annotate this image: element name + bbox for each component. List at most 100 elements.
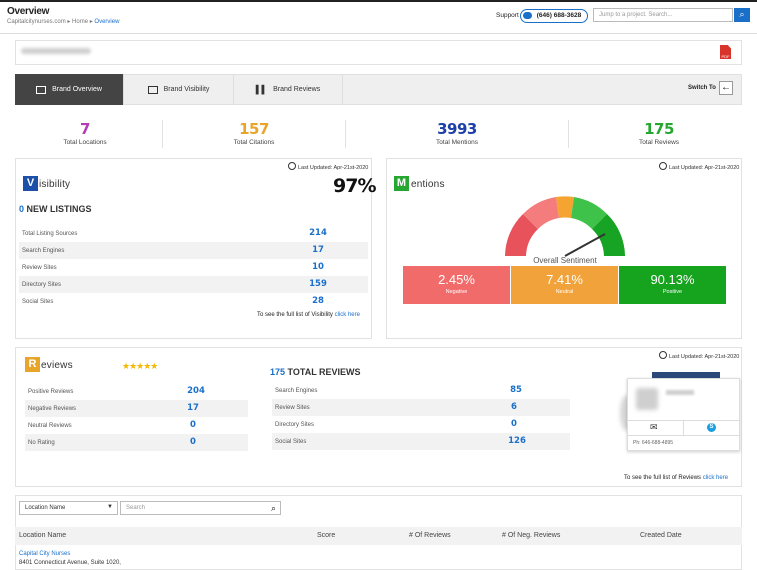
column-header-neg-reviews[interactable]: # Of Neg. Reviews bbox=[502, 532, 561, 539]
visibility-title: isibility bbox=[39, 179, 71, 190]
sentiment-label: Positive bbox=[662, 289, 683, 295]
stat-value: 175 bbox=[644, 120, 674, 138]
tab-label: Brand Overview bbox=[52, 86, 102, 93]
sentiment-percent: 2.45% bbox=[438, 272, 475, 287]
visibility-value[interactable]: 214 bbox=[309, 228, 327, 238]
location-address: 8401 Connecticut Avenue, Suite 1020, bbox=[19, 560, 121, 566]
divider bbox=[345, 120, 346, 148]
reviews-value[interactable]: 17 bbox=[187, 403, 199, 413]
list-item: Search Engines bbox=[19, 242, 368, 259]
sentiment-neutral: 7.41% Neutral bbox=[511, 266, 618, 304]
reviews-value[interactable]: 204 bbox=[187, 386, 205, 396]
reviews-source-value[interactable]: 85 bbox=[510, 385, 522, 395]
stat-total-mentions: 3993 Total Mentions bbox=[382, 120, 532, 146]
total-reviews-heading: 175 TOTAL REVIEWS bbox=[270, 367, 361, 377]
location-filter-select[interactable]: Location Name ▼ bbox=[19, 501, 118, 515]
sentiment-percent: 7.41% bbox=[546, 272, 583, 287]
reviews-source-value[interactable]: 126 bbox=[508, 436, 526, 446]
skype-icon[interactable]: S bbox=[707, 423, 716, 432]
search-icon: ⌕ bbox=[739, 9, 745, 19]
list-item: Neutral Reviews bbox=[28, 422, 72, 429]
tab-brand-reviews[interactable]: ▌▌ Brand Reviews bbox=[234, 74, 343, 105]
location-name-link[interactable]: Capital City Nurses bbox=[19, 551, 71, 557]
monitor-icon bbox=[36, 85, 47, 94]
column-header-created-date[interactable]: Created Date bbox=[640, 532, 682, 539]
visibility-percent: 97% bbox=[333, 175, 376, 197]
account-bar bbox=[15, 40, 742, 65]
search-button[interactable]: ⌕ bbox=[734, 8, 750, 22]
list-item: Negative Reviews bbox=[25, 400, 248, 417]
new-listings-count: 0 bbox=[19, 204, 25, 214]
stat-value: 3993 bbox=[437, 120, 477, 138]
stat-label: Total Reviews bbox=[638, 139, 680, 146]
reviews-value[interactable]: 0 bbox=[190, 420, 196, 430]
mentions-panel bbox=[386, 158, 742, 339]
list-item: Search Engines bbox=[275, 387, 318, 394]
reviews-badge: R bbox=[25, 357, 40, 372]
reviews-value[interactable]: 0 bbox=[190, 437, 196, 447]
project-search-input[interactable]: Jump to a project. Search... bbox=[593, 8, 733, 22]
mentions-last-updated: Last Updated: Apr-21st-2020 bbox=[659, 162, 739, 171]
reviews-footnote: To see the full list of Reviews click he… bbox=[624, 475, 729, 481]
reviews-title: eviews bbox=[41, 360, 73, 371]
breadcrumb-home[interactable]: Home bbox=[72, 19, 89, 25]
reviews-last-updated: Last Updated: Apr-21st-2020 bbox=[659, 351, 739, 360]
reviews-source-value[interactable]: 0 bbox=[511, 419, 517, 429]
sentiment-percent: 90.13% bbox=[650, 272, 695, 287]
pdf-icon[interactable]: PDF bbox=[720, 45, 731, 59]
visibility-click-here-link[interactable]: click here bbox=[334, 312, 360, 318]
visibility-value[interactable]: 10 bbox=[312, 262, 324, 272]
tab-brand-overview[interactable]: Brand Overview bbox=[15, 74, 124, 105]
envelope-icon[interactable]: ✉ bbox=[650, 422, 658, 432]
gauge-segment-positive-light bbox=[571, 197, 607, 229]
visibility-value[interactable]: 28 bbox=[312, 296, 324, 306]
column-header-location-name[interactable]: Location Name bbox=[19, 532, 67, 539]
reviews-source-value[interactable]: 6 bbox=[511, 402, 517, 412]
breadcrumb-site[interactable]: Capitalcitynurses.com bbox=[7, 19, 66, 25]
new-listings-label: NEW LISTINGS bbox=[26, 204, 92, 214]
table-search-input[interactable]: Search ⌕ bbox=[120, 501, 281, 515]
bar-chart-icon: ▌▌ bbox=[255, 85, 268, 94]
support-phone-button[interactable]: (646) 688-3628 bbox=[520, 9, 588, 23]
switch-to-label: Switch To bbox=[688, 85, 716, 91]
contact-name-blurred bbox=[666, 390, 694, 395]
column-header-reviews[interactable]: # Of Reviews bbox=[409, 532, 451, 539]
sentiment-negative: 2.45% Negative bbox=[403, 266, 510, 304]
list-icon bbox=[147, 85, 158, 94]
list-item: Directory Sites bbox=[19, 276, 368, 293]
sentiment-label: Negative bbox=[445, 289, 468, 295]
breadcrumb-current: Overview bbox=[94, 19, 120, 25]
stat-total-reviews: 175 Total Reviews bbox=[584, 120, 734, 146]
divider bbox=[568, 120, 569, 148]
card-header-bar bbox=[652, 372, 720, 379]
tab-brand-visibility[interactable]: Brand Visibility bbox=[124, 74, 234, 105]
breadcrumb: Capitalcitynurses.com ▸ Home ▸ Overview bbox=[7, 18, 119, 25]
stat-label: Total Mentions bbox=[436, 139, 478, 146]
search-icon: ⌕ bbox=[270, 503, 276, 513]
mentions-title: entions bbox=[411, 179, 445, 190]
arrow-left-icon: ← bbox=[721, 82, 731, 93]
stat-total-citations: 157 Total Citations bbox=[179, 120, 329, 146]
support-phone-number: (646) 688-3628 bbox=[536, 12, 582, 19]
contact-photo bbox=[636, 388, 658, 410]
divider bbox=[162, 120, 163, 148]
divider bbox=[683, 420, 684, 436]
stat-value: 7 bbox=[80, 120, 90, 138]
list-item: Review Sites bbox=[272, 399, 570, 416]
header-divider bbox=[0, 33, 757, 34]
reviews-click-here-link[interactable]: click here bbox=[702, 475, 729, 481]
list-item: Positive Reviews bbox=[28, 388, 74, 395]
caret-down-icon: ▼ bbox=[107, 504, 113, 510]
column-header-score[interactable]: Score bbox=[317, 532, 336, 539]
mentions-badge: M bbox=[394, 176, 409, 191]
gauge-label: Overall Sentiment bbox=[533, 256, 597, 265]
stat-label: Total Locations bbox=[63, 139, 107, 146]
visibility-value[interactable]: 159 bbox=[309, 279, 327, 289]
visibility-value[interactable]: 17 bbox=[312, 245, 324, 255]
tab-label: Brand Reviews bbox=[273, 86, 321, 93]
contact-phone: Ph: 646-688-4895 bbox=[633, 440, 674, 446]
list-item: Social Sites bbox=[272, 433, 570, 450]
gauge-segment-neutral bbox=[556, 196, 574, 218]
chevron-right-icon: ▸ bbox=[67, 19, 73, 25]
switch-to-button[interactable]: ← bbox=[719, 81, 733, 95]
